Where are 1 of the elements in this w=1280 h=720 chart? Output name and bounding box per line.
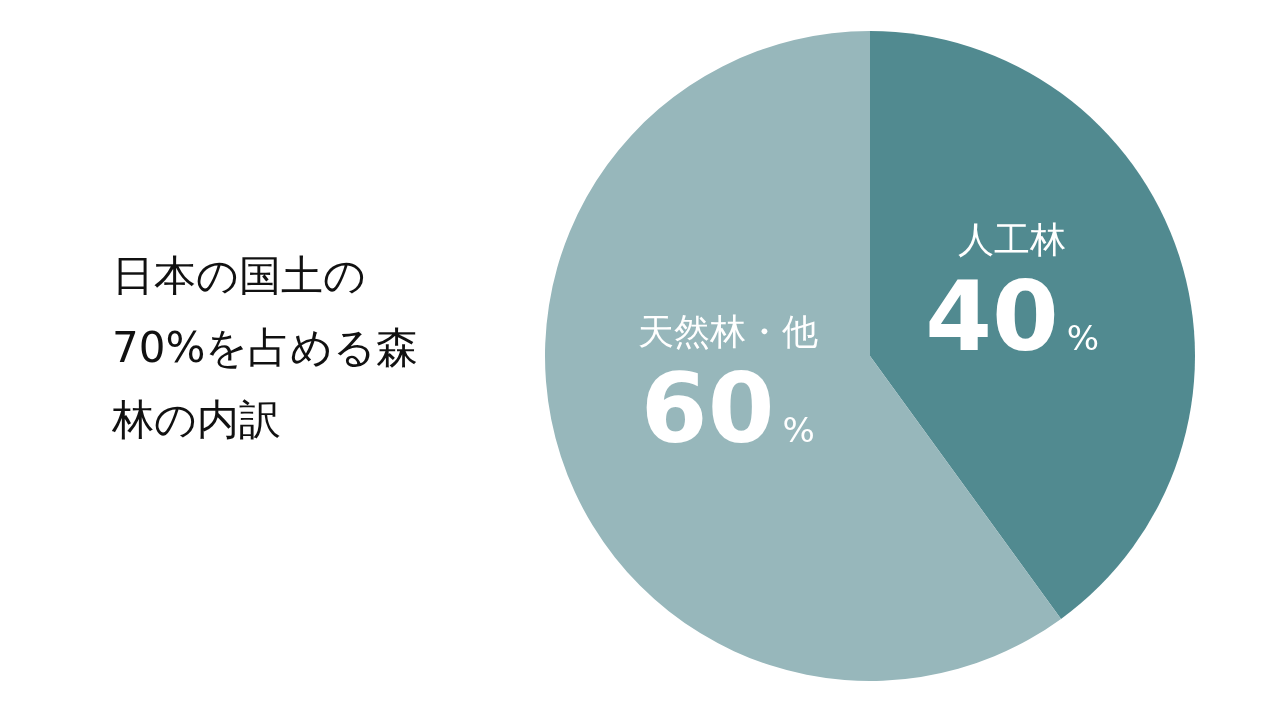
title: 日本の国土の70%を占める森林の内訳	[112, 251, 419, 444]
